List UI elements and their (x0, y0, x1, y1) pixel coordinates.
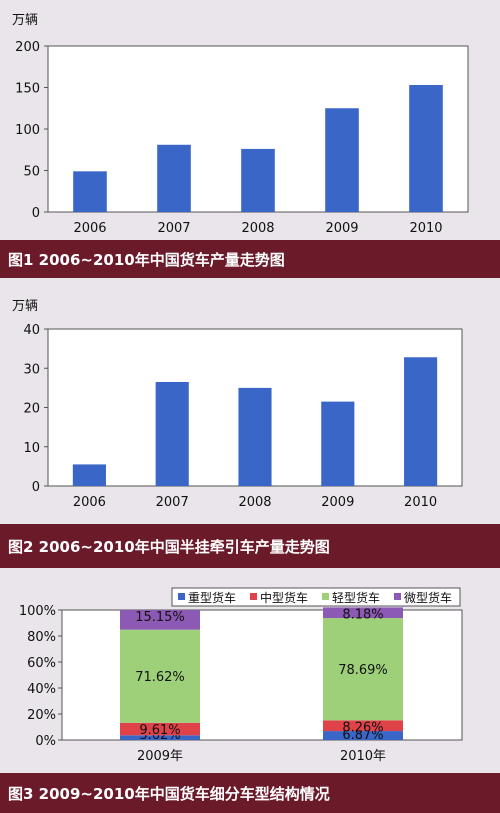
chart3-legend-swatch (178, 593, 185, 600)
chart2-unit-label: 万辆 (12, 299, 38, 314)
chart2-xtick-label: 2009 (321, 495, 354, 510)
chart2-ytick-label: 0 (32, 480, 40, 495)
chart1-panel: 万辆 0 50 100 150 200 2006 2007 2008 2009 2010 (0, 0, 500, 240)
chart2-xtick-label: 2007 (156, 495, 189, 510)
chart3-title: 图3 2009~2010年中国货车细分车型结构情况 (8, 784, 330, 803)
chart3-ytick-label: 60% (27, 656, 56, 671)
chart2-xtick-label: 2010 (404, 495, 437, 510)
chart1-ytick-label: 50 (23, 165, 40, 180)
chart3-ytick-label: 40% (27, 682, 56, 697)
chart3-ytick-label: 20% (27, 708, 56, 723)
chart3-bar-segment-2010年-重型货车 (323, 731, 403, 740)
chart1-title: 图1 2006~2010年中国货车产量走势图 (8, 250, 285, 269)
chart2-xtick-label: 2008 (238, 495, 271, 510)
chart1-bar-2010 (409, 85, 443, 212)
chart2-title: 图2 2006~2010年中国半挂牵引车产量走势图 (8, 537, 330, 556)
chart1-xtick-label: 2009 (325, 221, 358, 236)
chart1-xtick-label: 2007 (157, 221, 190, 236)
chart2-bar-2008 (238, 387, 272, 486)
chart3-legend-label: 微型货车 (404, 590, 452, 605)
chart2-panel: 万辆 0 10 20 30 40 2006 2007 2008 2009 2010 (0, 278, 500, 524)
chart3-legend-label: 重型货车 (188, 590, 236, 605)
chart1-xtick-label: 2008 (241, 221, 274, 236)
chart3-ytick-label: 0% (35, 734, 56, 749)
chart2-bar-2009 (321, 401, 355, 486)
chart1-svg: 万辆 0 50 100 150 200 2006 2007 2008 2009 2010 (12, 13, 469, 236)
chart3-bar-segment-2009年-中型货车 (120, 722, 200, 736)
chart2-ytick-label: 20 (23, 402, 40, 417)
chart1-unit-label: 万辆 (12, 13, 38, 28)
chart3-xtick-label: 2009年 (137, 749, 183, 764)
chart2-xtick-label: 2006 (73, 495, 106, 510)
chart1-bar-2008 (241, 148, 275, 212)
chart2-ytick-label: 30 (23, 362, 40, 377)
chart3-legend-label: 轻型货车 (332, 590, 380, 605)
chart3-caption: 图3 2009~2010年中国货车细分车型结构情况 (0, 773, 500, 813)
chart1-xtick-label: 2006 (73, 221, 106, 236)
chart2-bar-2007 (155, 381, 189, 486)
chart3-svg: 重型货车 中型货车 轻型货车 微型货车0%20%40%60%80%100%3.62%9… (19, 587, 463, 764)
chart2-svg: 万辆 0 10 20 30 40 2006 2007 2008 2009 2010 (12, 299, 463, 510)
chart3-legend (171, 587, 461, 607)
chart3-bar-segment-2009年-微型货车 (120, 610, 200, 630)
chart2-caption: 图2 2006~2010年中国半挂牵引车产量走势图 (0, 524, 500, 568)
chart3-legend-label: 中型货车 (260, 590, 308, 605)
chart3-ytick-label: 80% (27, 630, 56, 645)
chart2-ytick-label: 10 (23, 441, 40, 456)
chart1-ytick-label: 0 (32, 206, 40, 221)
chart3-panel: 重型货车 中型货车 轻型货车 微型货车 0% 20% 40% 60% 80% 100% 3.62% 9… (0, 568, 500, 773)
chart3-data-label: 6.87% (342, 728, 383, 743)
chart3-bar-segment-2009年-重型货车 (120, 735, 200, 740)
chart1-xtick-label: 2010 (409, 221, 442, 236)
chart3-legend-swatch (250, 593, 257, 600)
chart3-data-label: 15.15% (135, 610, 185, 625)
chart3-data-label: 8.26% (342, 720, 383, 735)
chart3-data-label: 8.18% (342, 607, 383, 622)
chart3-xtick-label: 2010年 (340, 749, 386, 764)
chart3-data-label: 71.62% (135, 670, 185, 685)
chart1-bar-2009 (325, 108, 359, 212)
chart1-ytick-label: 200 (15, 40, 40, 55)
chart1-ytick-label: 100 (15, 123, 40, 138)
chart1-bar-2006 (73, 171, 107, 212)
chart3-bar-segment-2010年-微型货车 (323, 607, 403, 619)
chart1-ytick-label: 150 (15, 82, 40, 97)
chart3-ytick-label: 100% (19, 604, 56, 619)
chart1-caption: 图1 2006~2010年中国货车产量走势图 (0, 240, 500, 278)
chart3-bar-segment-2010年-轻型货车 (323, 618, 403, 721)
chart3-data-label: 78.69% (338, 663, 388, 678)
chart2-ytick-label: 40 (23, 323, 40, 338)
chart2-bar-2006 (72, 464, 106, 486)
chart3-data-label: 9.61% (139, 723, 180, 738)
chart3-legend-swatch (394, 593, 401, 600)
chart3-legend-swatch (322, 593, 329, 600)
chart1-bar-2007 (157, 144, 191, 212)
chart2-bar-2010 (404, 357, 438, 486)
chart3-bar-segment-2009年-轻型货车 (120, 629, 200, 723)
chart3-bar-segment-2010年-中型货车 (323, 720, 403, 732)
